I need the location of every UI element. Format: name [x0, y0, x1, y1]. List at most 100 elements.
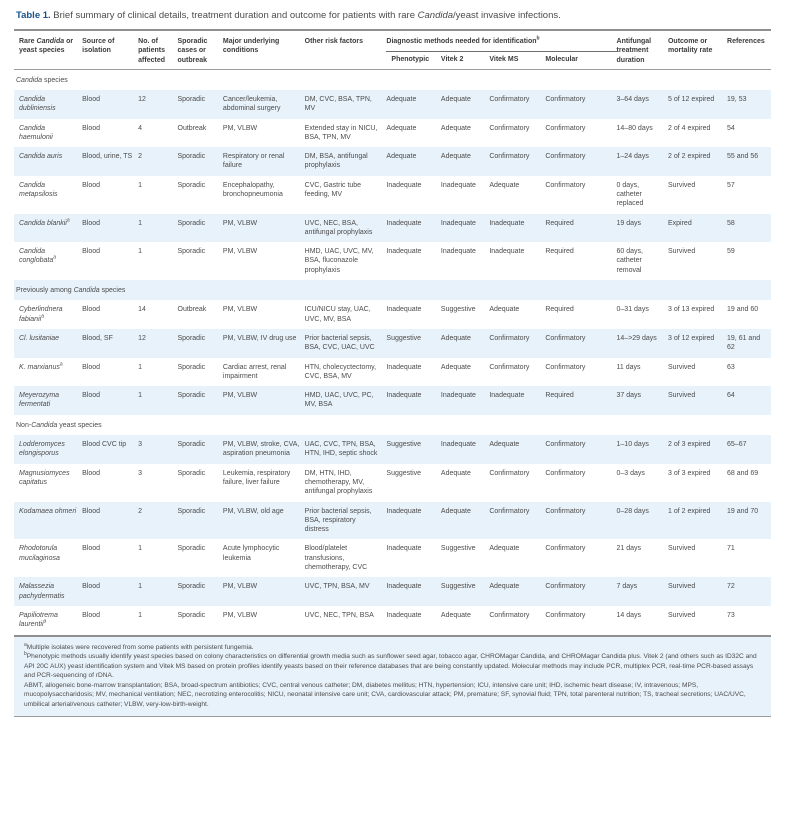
col-header-references: References [727, 38, 765, 46]
cell-risk-factors: CVC, Gastric tube feeding, MV [304, 181, 362, 198]
cell-duration: 60 days, catheter removal [616, 248, 643, 274]
cell-outcome: Survived [667, 545, 696, 553]
cell-no-patients: 1 [138, 219, 143, 227]
cell-pattern: Sporadic [177, 545, 206, 553]
cell-vitekms: Adequate [489, 441, 520, 449]
cell-risk-factors: Extended stay in NICU, BSA, TPN, MV [304, 124, 378, 141]
cell-source: Blood [82, 219, 101, 227]
cell-phenotypic: Inadequate [386, 583, 422, 591]
cell-vitekms: Adequate [489, 583, 520, 591]
col-header-pattern: Sporadic cases or outbreak [177, 38, 208, 64]
cell-conditions: Leukemia, respiratory failure, liver fai… [222, 469, 291, 486]
cell-outcome: 5 of 12 expired [667, 95, 715, 103]
cell-species: Malassezia pachydermatis [19, 583, 65, 600]
cell-source: Blood, SF [82, 334, 113, 342]
cell-molecular: Confirmatory [545, 583, 586, 591]
cell-vitekms: Confirmatory [489, 469, 530, 477]
cell-source: Blood [82, 248, 101, 256]
cell-conditions: PM, VLBW [222, 219, 258, 227]
cell-species: Kodamaea ohmeri [19, 507, 77, 515]
cell-outcome: Survived [667, 392, 696, 400]
cell-references: 55 and 56 [727, 153, 759, 161]
col-header-diagnostic-group: Diagnostic methods needed for identifica… [386, 30, 617, 53]
col-header-no-patients: No. of patients affected [138, 38, 165, 64]
cell-pattern: Sporadic [177, 181, 206, 189]
footnote: bPhenotypic methods usually identify yea… [24, 650, 757, 680]
section-header-label: Non-Candida yeast species [16, 421, 102, 429]
footnote: aMultiple isolates were recovered from s… [24, 641, 254, 651]
cell-pattern: Sporadic [177, 153, 206, 161]
cell-no-patients: 12 [138, 95, 146, 103]
cell-outcome: Expired [667, 219, 692, 227]
cell-duration: 21 days [616, 545, 642, 553]
cell-vitekms: Confirmatory [489, 611, 530, 619]
cell-pattern: Sporadic [177, 219, 206, 227]
col-header-vitekms: Vitek MS [489, 56, 519, 64]
cell-phenotypic: Inadequate [386, 306, 422, 314]
cell-species: Candida dubliniensis [19, 95, 56, 113]
cell-species: K. marxianusa [19, 361, 63, 371]
table-row: Magnusiomyces capitatus Blood 3 Sporadic Leu… [14, 464, 771, 502]
cell-risk-factors: HMD, UAC, UVC, MV, BSA, fluconazole prop… [304, 248, 374, 274]
table-row: Meyerozyma fermentati Blood 1 Sporadic PM, V… [14, 386, 771, 415]
cell-phenotypic: Adequate [386, 95, 417, 103]
cell-molecular: Required [545, 219, 574, 227]
caption-text-pre: Brief summary of clinical details, treat… [50, 10, 418, 21]
table-caption: Table 1. Brief summary of clinical detai… [16, 10, 771, 22]
cell-vitek2: Inadequate [440, 219, 476, 227]
cell-references: 73 [727, 611, 735, 619]
cell-pattern: Sporadic [177, 441, 206, 449]
cell-conditions: PM, VLBW, old age [222, 507, 284, 515]
cell-references: 57 [727, 181, 735, 189]
cell-risk-factors: UAC, CVC, TPN, BSA, HTN, IHD, septic sho… [304, 441, 378, 458]
cell-duration: 3–64 days [616, 95, 649, 103]
cell-phenotypic: Adequate [386, 124, 417, 132]
cell-conditions: PM, VLBW [222, 392, 258, 400]
cell-pattern: Sporadic [177, 248, 206, 256]
table-header: Rare Candida or yeast species Source of … [14, 30, 771, 70]
cell-species: Cl. lusitaniae [19, 334, 60, 342]
section-header-label: Candida species [16, 76, 68, 84]
cell-vitek2: Suggestive [440, 545, 476, 553]
cell-molecular: Confirmatory [545, 441, 586, 449]
cell-conditions: PM, VLBW, stroke, CVA, aspiration pneumo… [222, 441, 300, 458]
cell-conditions: Acute lymphocytic leukemia [222, 545, 280, 562]
cell-pattern: Sporadic [177, 469, 206, 477]
cell-conditions: PM, VLBW [222, 611, 258, 619]
table-footnotes: aMultiple isolates were recovered from s… [14, 634, 771, 718]
cell-molecular: Required [545, 248, 574, 256]
cell-duration: 1–24 days [616, 153, 649, 161]
cell-conditions: PM, VLBW [222, 583, 258, 591]
cell-molecular: Confirmatory [545, 95, 586, 103]
col-header-phenotypic: Phenotypic [391, 56, 430, 64]
cell-species: Candida haemulonii [19, 124, 53, 141]
cell-outcome: 3 of 12 expired [667, 334, 715, 342]
col-header-source: Source of isolation [82, 38, 115, 55]
cell-molecular: Required [545, 306, 574, 314]
cell-conditions: PM, VLBW [222, 306, 258, 314]
cell-molecular: Confirmatory [545, 334, 586, 342]
cell-molecular: Confirmatory [545, 611, 586, 619]
table-row: Cl. lusitaniae Blood, SF 12 Sporadic PM, VLB… [14, 328, 771, 358]
cell-phenotypic: Inadequate [386, 392, 422, 400]
cell-molecular: Required [545, 392, 574, 400]
cell-source: Blood [82, 95, 101, 103]
cell-risk-factors: Prior bacterial sepsis, BSA, CVC, UAC, U… [304, 334, 375, 352]
cell-no-patients: 1 [138, 181, 143, 189]
cell-vitekms: Inadequate [489, 248, 525, 256]
cell-risk-factors: UVC, NEC, TPN, BSA [304, 611, 374, 619]
cell-outcome: 2 of 2 expired [667, 153, 711, 161]
cell-vitekms: Confirmatory [489, 124, 530, 132]
cell-duration: 14–80 days [616, 124, 653, 132]
cell-outcome: Survived [667, 181, 696, 189]
cell-source: Blood, urine, TS [82, 153, 133, 161]
cell-source: Blood [82, 181, 101, 189]
cell-risk-factors: UVC, NEC, BSA, antifungal prophylaxis [304, 219, 373, 236]
cell-references: 19 and 70 [727, 507, 759, 515]
cell-no-patients: 1 [138, 363, 143, 371]
cell-risk-factors: Prior bacterial sepsis, BSA, respiratory… [304, 507, 372, 534]
cell-species: Lodderomyces elongisporus [19, 441, 65, 458]
cell-vitek2: Suggestive [440, 583, 476, 591]
cell-no-patients: 1 [138, 583, 143, 591]
cell-species: Candida blankiia [19, 217, 70, 227]
